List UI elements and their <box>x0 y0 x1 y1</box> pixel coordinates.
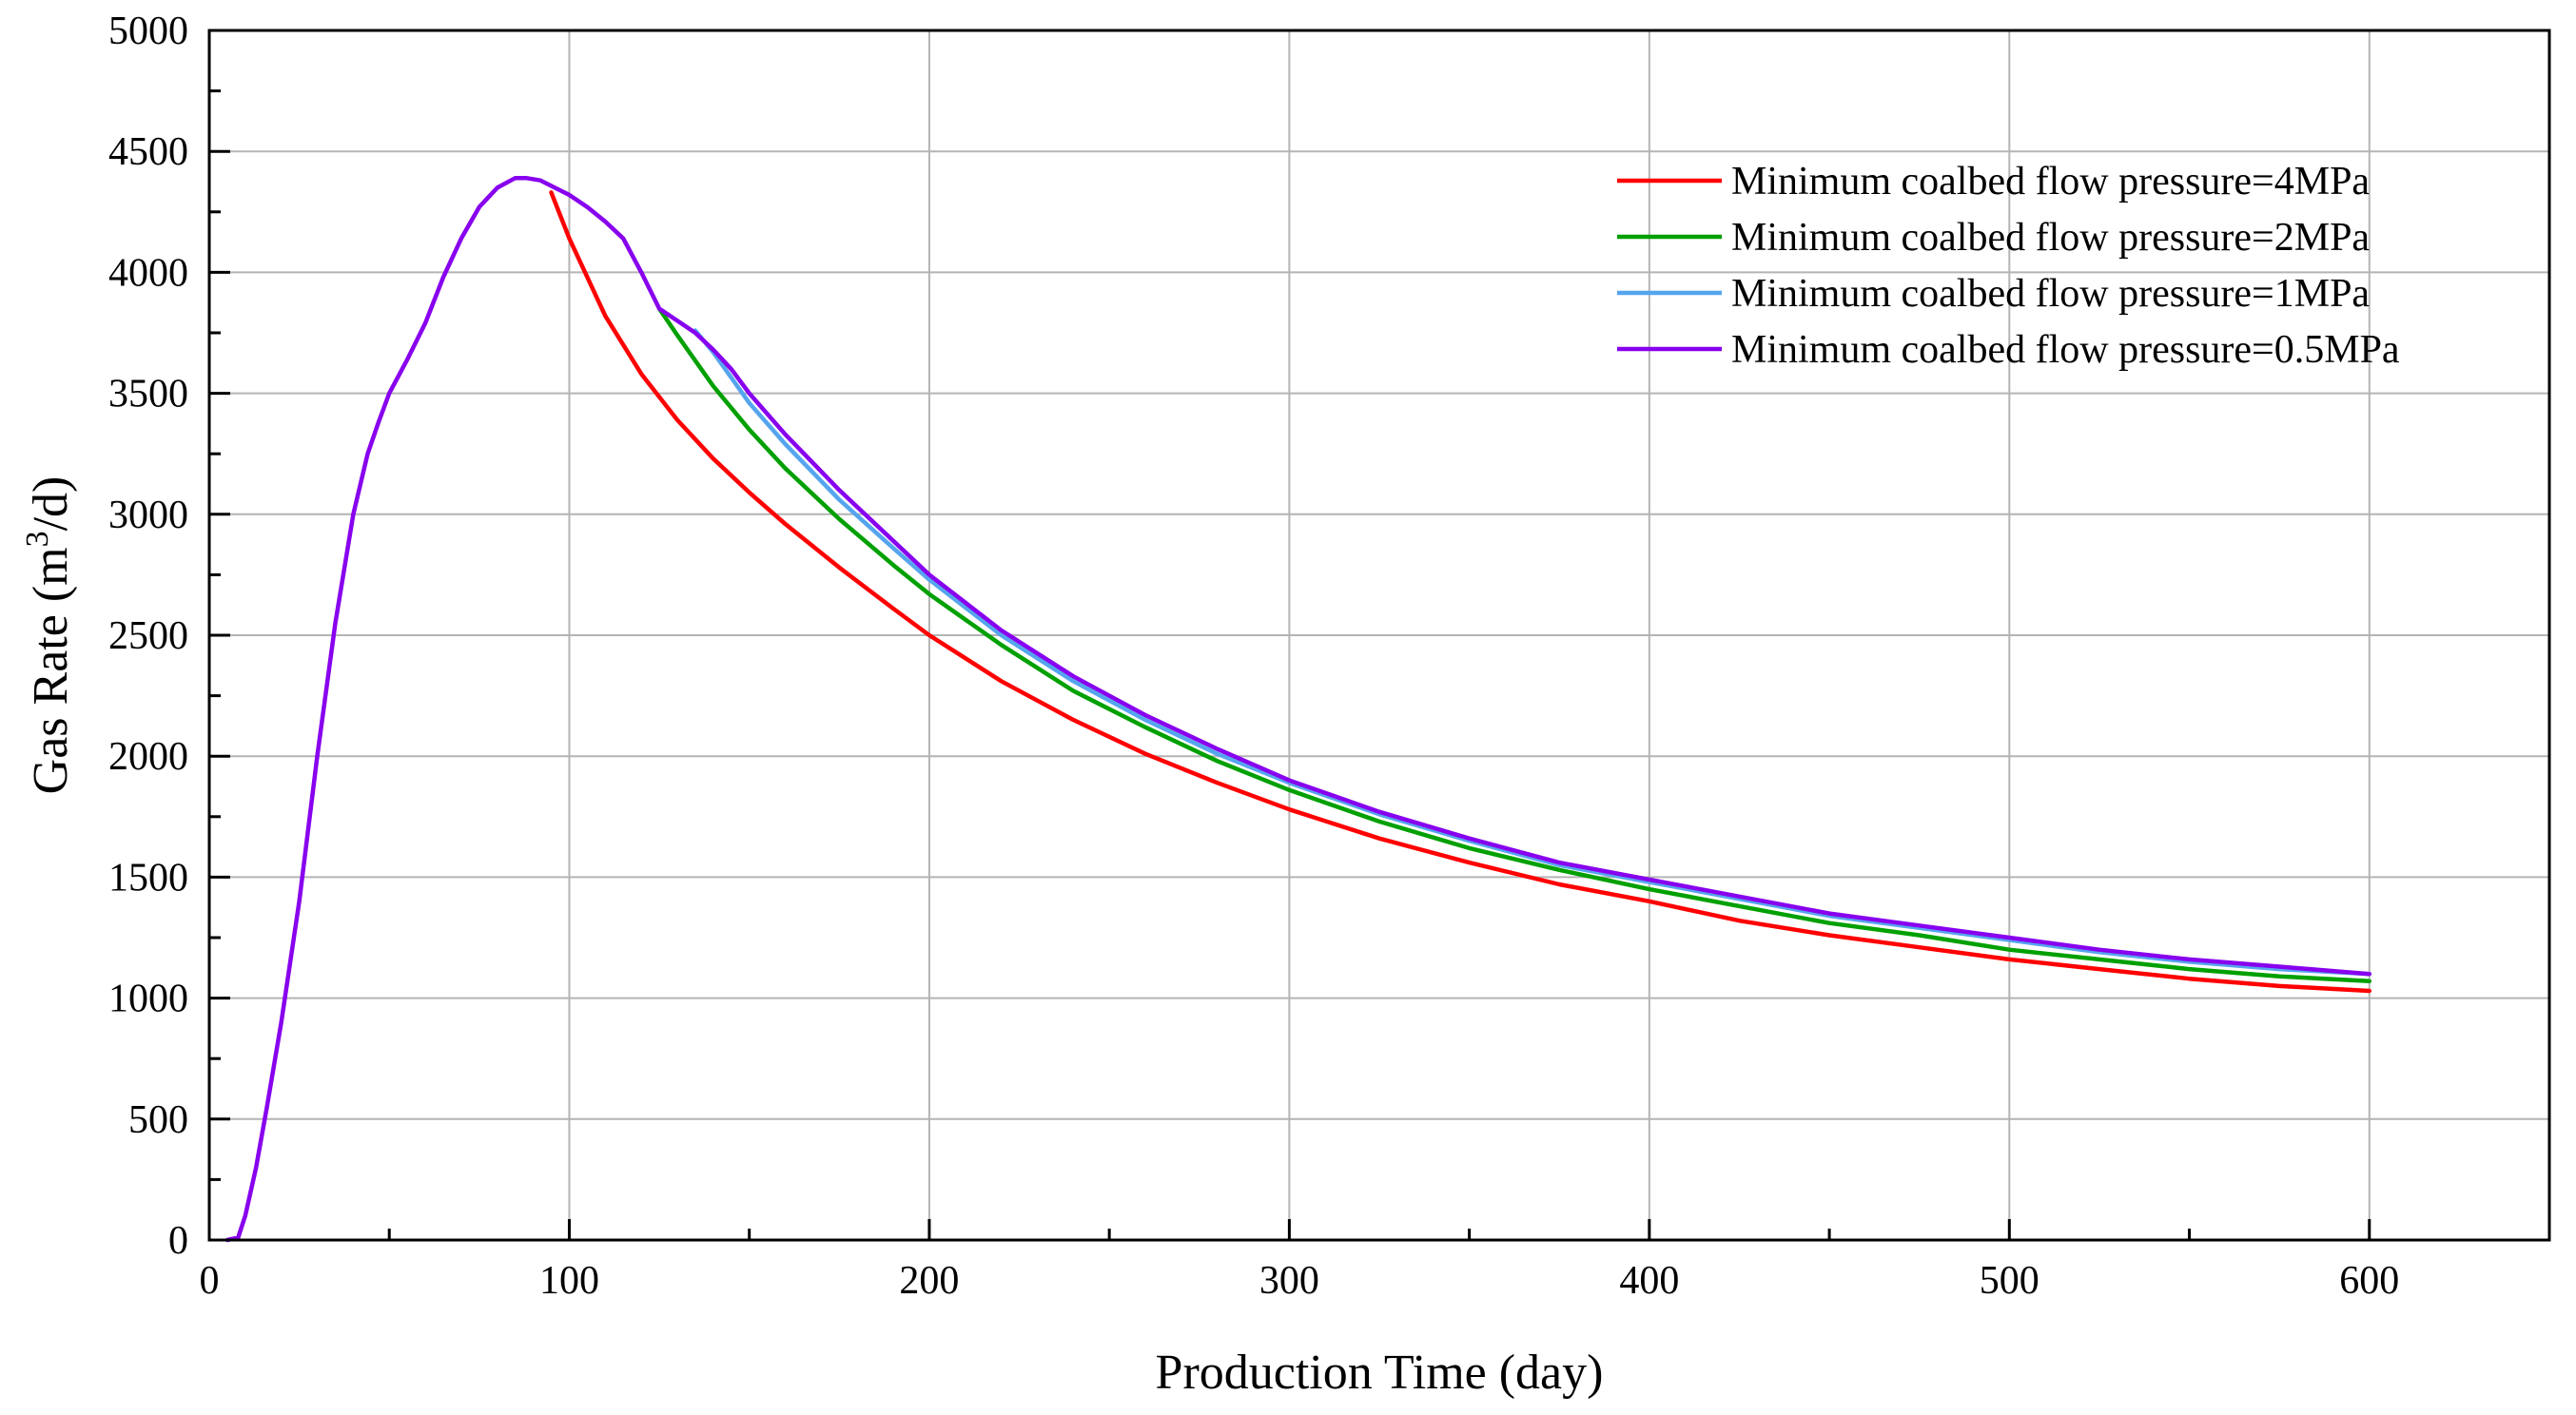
y-tick-label: 2500 <box>108 614 188 658</box>
legend-label-1: Minimum coalbed flow pressure=4MPa <box>1731 160 2370 204</box>
y-tick-label: 4500 <box>108 130 188 174</box>
series-line-3 <box>693 328 2372 977</box>
series-line-2 <box>656 306 2372 984</box>
series-lines <box>224 175 2372 1243</box>
legend: Minimum coalbed flow pressure=4MPa Minimu… <box>1617 160 2400 372</box>
legend-label-3: Minimum coalbed flow pressure=1MPa <box>1731 272 2370 316</box>
y-tick-label: 5000 <box>108 10 188 53</box>
y-tick-label: 1500 <box>108 856 188 900</box>
x-axis-title: Production Time (day) <box>1156 1346 1604 1400</box>
x-tick-label: 500 <box>1980 1259 2039 1303</box>
x-tick-label: 400 <box>1619 1259 1679 1303</box>
x-tick-label: 100 <box>539 1259 599 1303</box>
axis-ticks <box>207 29 2371 1242</box>
y-tick-label: 2000 <box>108 735 188 779</box>
legend-label-4: Minimum coalbed flow pressure=0.5MPa <box>1731 328 2400 372</box>
x-tick-label: 200 <box>899 1259 959 1303</box>
y-axis-title: Gas Rate (m3/d) <box>20 476 78 795</box>
x-tick-label: 0 <box>200 1259 220 1303</box>
y-tick-label: 500 <box>128 1098 188 1142</box>
y-axis-title-main: Gas Rate (m <box>24 547 78 794</box>
y-tick-labels: 0 500 1000 1500 2000 2500 3000 3500 4000 4500 5000 <box>108 10 188 1263</box>
y-tick-label: 4000 <box>108 251 188 295</box>
y-tick-label: 0 <box>168 1219 188 1263</box>
y-tick-label: 1000 <box>108 978 188 1021</box>
grid-lines <box>209 30 2549 1240</box>
series-line-1 <box>549 190 2372 994</box>
y-tick-label: 3500 <box>108 373 188 417</box>
series-line-4 <box>224 175 2372 1243</box>
x-tick-labels: 0 100 200 300 400 500 600 <box>200 1259 2400 1303</box>
legend-label-2: Minimum coalbed flow pressure=2MPa <box>1731 216 2370 260</box>
x-tick-label: 600 <box>2339 1259 2399 1303</box>
y-axis-title-tail: /d) <box>24 476 78 532</box>
y-axis-title-sup: 3 <box>20 531 55 547</box>
y-tick-label: 3000 <box>108 494 188 537</box>
x-tick-label: 300 <box>1259 1259 1319 1303</box>
